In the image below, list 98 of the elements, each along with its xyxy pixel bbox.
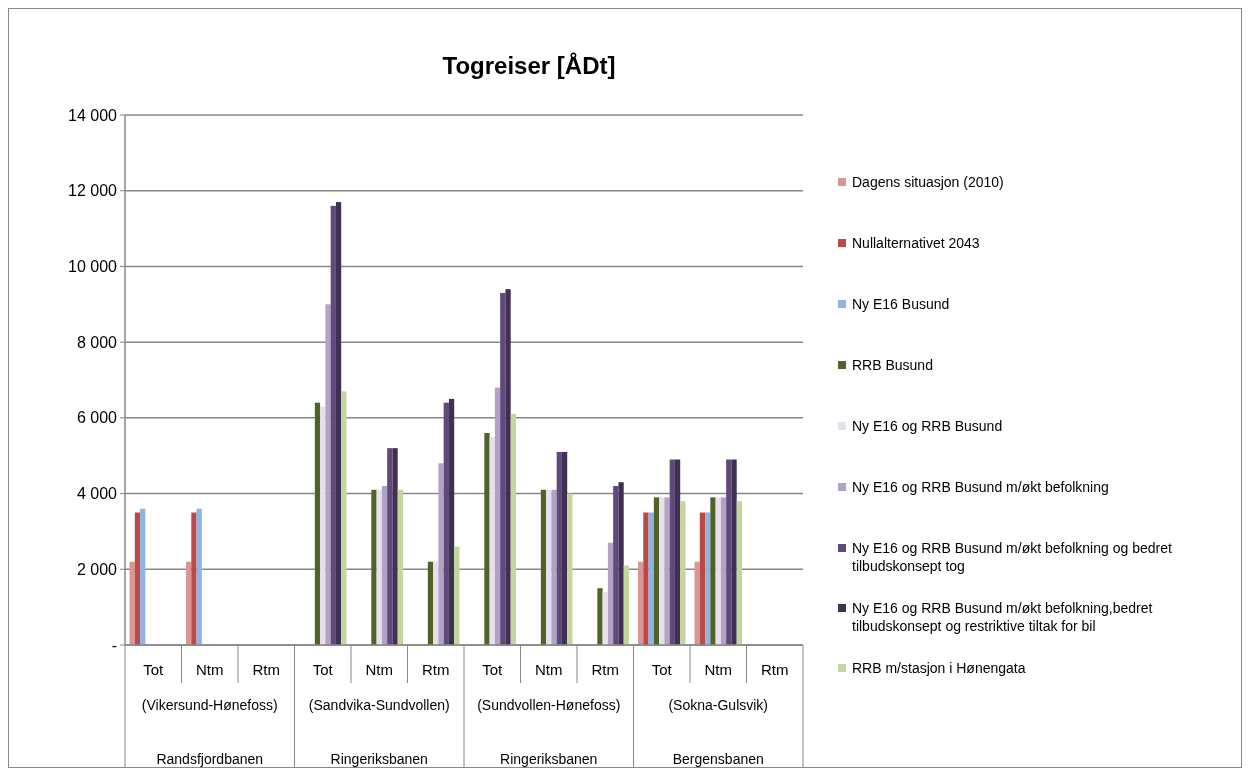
bar <box>341 391 347 645</box>
bar <box>140 508 146 645</box>
bar <box>325 304 331 645</box>
bar <box>196 508 202 645</box>
y-tick-label: 10 000 <box>68 258 118 276</box>
y-tick-label: - <box>111 636 117 654</box>
bar <box>134 512 141 645</box>
bar <box>643 512 649 645</box>
legend-label: Nullalternativet 2043 <box>852 235 980 251</box>
bar <box>680 501 686 645</box>
bar <box>438 463 444 645</box>
bar <box>129 561 135 645</box>
bar <box>387 448 393 645</box>
bar <box>710 497 716 645</box>
bar <box>720 497 727 645</box>
bar <box>454 546 460 645</box>
x-tick-label: Tot <box>482 661 504 678</box>
bar <box>540 489 547 645</box>
text: (Vikersund-Hønefoss) <box>141 697 278 713</box>
bar <box>392 448 398 645</box>
text: (Sundvollen-Hønefoss) <box>477 697 621 713</box>
legend-label: RRB Busund <box>852 357 933 373</box>
bar <box>602 592 608 645</box>
text: (Sokna-Gulsvik) <box>668 697 769 713</box>
bar <box>638 561 644 645</box>
legend-label: Ny E16 og RRB Busund <box>852 418 1003 434</box>
bar <box>561 451 568 645</box>
bar <box>726 459 732 645</box>
bar <box>191 512 197 645</box>
bar <box>699 512 706 645</box>
legend-label: Ny E16 og RRB Busund m/økt befolkning,bedret tilbudskonsept og restriktive tiltak for bil <box>852 600 1153 634</box>
x-tick-label: Rtm <box>591 661 619 678</box>
bar <box>510 414 516 645</box>
x-tick-label: Tot <box>651 661 673 678</box>
y-tick-label: 2 000 <box>76 560 118 578</box>
bar <box>674 459 681 645</box>
text: Ringeriksbanen <box>500 751 598 767</box>
text: Bergensbanen <box>672 751 764 767</box>
x-tick-label: Ntm <box>535 661 563 678</box>
x-tick-label: Rtm <box>422 661 450 678</box>
bar <box>551 489 557 645</box>
y-tick-label: 14 000 <box>68 106 118 124</box>
bar <box>694 561 700 645</box>
bar <box>335 202 342 645</box>
bar <box>653 497 660 645</box>
y-tick-label: 8 000 <box>76 333 118 351</box>
bar <box>546 489 552 645</box>
legend-label: Ny E16 og RRB Busund m/økt befolkning og bedret tilbudskonsept tog <box>852 540 1172 574</box>
y-tick-label: 4 000 <box>76 485 118 503</box>
bar <box>330 205 336 645</box>
bar <box>669 459 675 645</box>
bar <box>597 588 603 645</box>
bar <box>494 387 501 645</box>
bar <box>505 289 511 645</box>
bar <box>607 542 614 645</box>
bar <box>186 561 192 645</box>
bar <box>613 486 619 645</box>
x-tick-label: Tot <box>312 661 334 678</box>
bar <box>623 565 629 645</box>
bar <box>715 497 721 645</box>
bar <box>433 561 439 645</box>
y-tick-label: 12 000 <box>68 182 118 200</box>
bar <box>320 406 326 645</box>
x-tick-label: Rtm <box>761 661 789 678</box>
legend-label: Dagens situasjon (2010) <box>852 174 1004 190</box>
bar <box>500 292 506 645</box>
bar <box>567 493 573 645</box>
bar <box>371 489 377 645</box>
chart-title: Togreiser [ÅDt] <box>442 52 616 79</box>
bar <box>648 512 654 645</box>
bar <box>556 451 562 645</box>
bar <box>376 489 382 645</box>
bar <box>736 501 742 645</box>
bar <box>427 561 434 645</box>
bar <box>443 402 449 645</box>
legend-label: RRB m/stasjon i Hønengata <box>852 660 1026 676</box>
bar <box>489 436 495 645</box>
legend-label: Ny E16 Busund <box>852 296 950 312</box>
bar <box>484 433 490 645</box>
text: (Sandvika-Sundvollen) <box>308 697 450 713</box>
bar <box>659 497 665 645</box>
bar <box>314 402 321 645</box>
bar <box>381 486 388 645</box>
bar <box>731 459 737 645</box>
bar <box>397 489 403 645</box>
legend-label: Ny E16 og RRB Busund m/økt befolkning <box>852 479 1109 495</box>
x-tick-label: Ntm <box>196 661 224 678</box>
text: Randsfjordbanen <box>156 751 264 767</box>
bar <box>705 512 711 645</box>
x-tick-label: Ntm <box>704 661 732 678</box>
text: Ringeriksbanen <box>330 751 428 767</box>
x-tick-label: Rtm <box>252 661 280 678</box>
bar <box>618 482 624 645</box>
bar <box>664 497 670 645</box>
y-tick-label: 6 000 <box>76 409 118 427</box>
x-tick-label: Tot <box>143 661 165 678</box>
x-tick-label: Ntm <box>365 661 393 678</box>
bar <box>448 398 455 645</box>
